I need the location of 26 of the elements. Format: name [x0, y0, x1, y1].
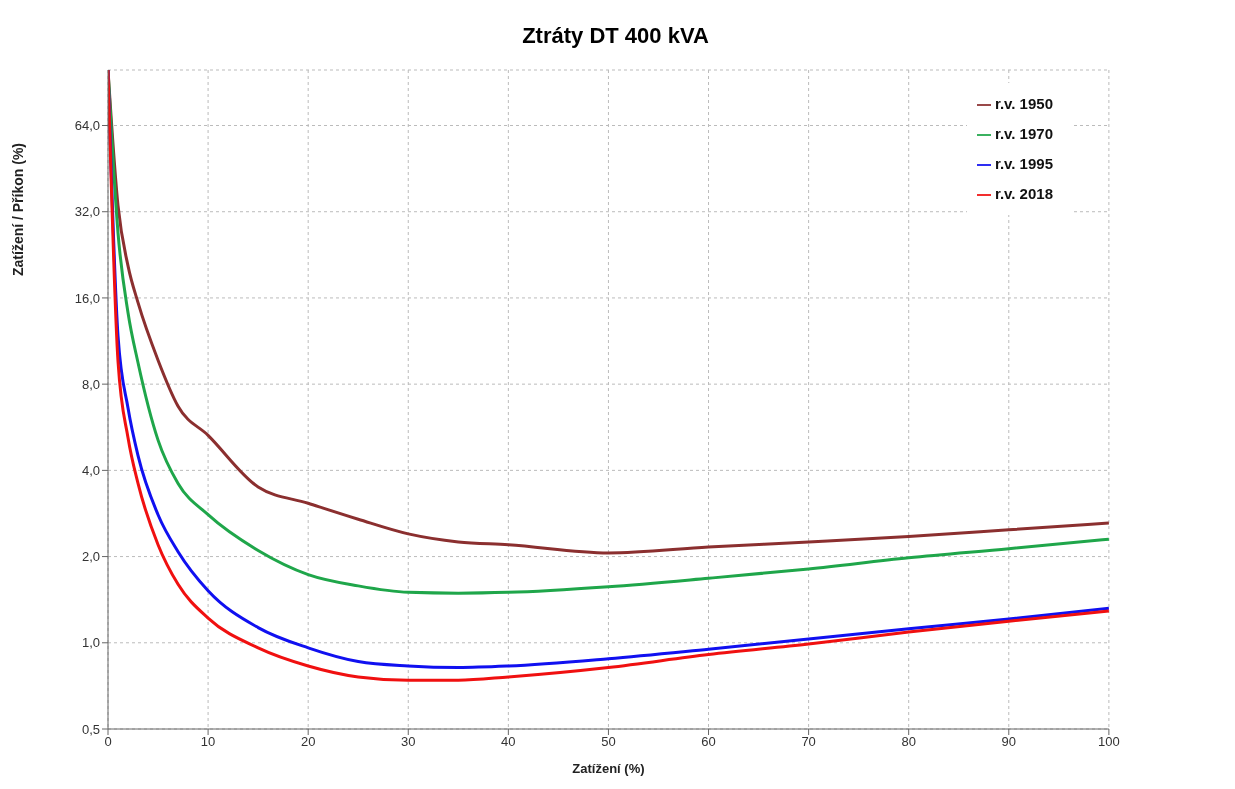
x-tick-label: 60 [701, 734, 716, 750]
x-tick-label: 50 [601, 734, 616, 750]
y-tick-label: 0,5 [81, 721, 100, 737]
x-tick-label: 10 [200, 734, 216, 750]
legend-label: r.v. 1950 [994, 95, 1053, 112]
y-tick-label: 4,0 [81, 462, 100, 478]
x-axis-title: Zatížení (%) [572, 761, 645, 776]
x-tick-label: 70 [801, 734, 816, 750]
y-tick-label: 64,0 [74, 118, 100, 134]
x-tick-label: 40 [501, 734, 516, 750]
x-tick-label: 0 [104, 734, 112, 750]
chart-title: Ztráty DT 400 kVA [521, 22, 710, 50]
y-tick-label: 16,0 [74, 290, 100, 306]
legend-label: r.v. 2018 [994, 185, 1053, 202]
legend-label: r.v. 1970 [994, 125, 1053, 142]
x-tick-label: 30 [401, 734, 416, 750]
x-tick-label: 100 [1098, 734, 1120, 750]
x-tick-label: 20 [300, 734, 316, 750]
x-tick-label: 90 [1001, 734, 1017, 750]
y-tick-label: 32,0 [74, 204, 100, 220]
y-tick-label: 8,0 [81, 376, 100, 392]
legend-label: r.v. 1995 [994, 155, 1053, 172]
x-tick-label: 80 [901, 734, 916, 750]
y-axis-title: Zatížení / Příkon (%) [9, 142, 26, 277]
y-tick-label: 2,0 [81, 549, 100, 565]
y-tick-label: 1,0 [81, 635, 100, 651]
